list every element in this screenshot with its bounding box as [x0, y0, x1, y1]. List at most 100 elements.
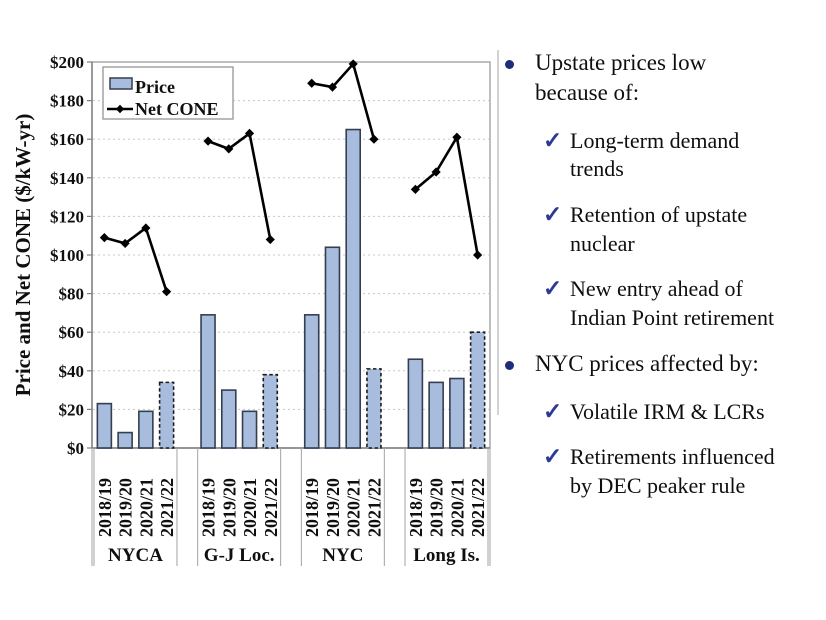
- year-label: 2018/19: [95, 478, 115, 537]
- bullet-text: Upstate prices low because of:: [535, 50, 707, 106]
- y-tick-label: $60: [59, 323, 85, 342]
- y-tick-label: $140: [50, 169, 84, 188]
- price-bar: [117, 431, 133, 449]
- check-item: Volatile IRM & LCRs: [503, 398, 825, 427]
- price-bar: [262, 373, 279, 449]
- group-label: NYCA: [108, 545, 163, 566]
- year-label: 2019/20: [323, 478, 343, 537]
- y-tick-label: $180: [50, 92, 84, 111]
- y-tick-label: $160: [50, 130, 84, 149]
- price-bars: [96, 128, 486, 449]
- diamond-marker: [369, 134, 379, 144]
- check-icon: [543, 275, 570, 304]
- check-text: Volatile IRM & LCRs: [570, 398, 765, 424]
- legend-box: [102, 66, 234, 120]
- net-cone-line: [99, 59, 483, 297]
- diamond-marker: [224, 144, 234, 154]
- y-axis-title: Price and Net CONE ($/kW-yr): [11, 114, 35, 397]
- year-label: 2020/21: [344, 478, 364, 537]
- check-item: Retention of upstate nuclear: [503, 201, 825, 258]
- check-text: Retirements influenced by DEC peaker rul…: [570, 444, 775, 498]
- bullet-block-nyc: NYC prices affected by: Volatile IRM & L…: [503, 349, 825, 500]
- net-cone-segment: [311, 62, 376, 140]
- year-label: 2019/20: [116, 478, 136, 537]
- diamond-marker: [99, 233, 109, 243]
- year-label: 2021/22: [261, 478, 281, 537]
- year-label: 2020/21: [447, 478, 467, 537]
- net-cone-segment: [104, 226, 168, 293]
- diamond-marker: [431, 167, 441, 177]
- price-bar: [449, 377, 465, 449]
- bullet-item: NYC prices affected by:: [503, 349, 825, 379]
- diamond-marker: [141, 223, 151, 233]
- net-cone-segment: [414, 135, 479, 256]
- price-bar: [220, 389, 237, 449]
- price-bar: [469, 331, 486, 449]
- y-tick-label: $80: [59, 285, 85, 304]
- y-axis: $0 $20 $40 $60 $80 $100 $120 $140 $160 $180 $200: [50, 53, 92, 458]
- check-icon: [543, 201, 570, 230]
- check-item: Retirements influenced by DEC peaker rul…: [503, 443, 825, 500]
- y-tick-label: $0: [67, 439, 84, 458]
- bullet-item: Upstate prices low because of:: [503, 48, 825, 109]
- notes-panel: Upstate prices low because of: Long-term…: [503, 48, 825, 518]
- bullet-text: NYC prices affected by:: [535, 351, 759, 377]
- price-bar: [138, 410, 154, 449]
- year-label: 2019/20: [219, 478, 239, 537]
- check-text: New entry ahead of Indian Point retireme…: [570, 276, 775, 330]
- group-label: Long Is.: [413, 545, 480, 566]
- y-tick-label: $40: [59, 362, 85, 381]
- y-tick-label: $100: [50, 246, 84, 265]
- year-label: 2018/19: [406, 478, 426, 537]
- price-bar: [345, 128, 362, 449]
- bullet-icon: [505, 60, 514, 69]
- y-gridlines: [93, 100, 489, 410]
- check-list: Long-term demand trends Retention of ups…: [503, 127, 825, 333]
- diamond-marker: [162, 287, 172, 297]
- y-tick-label: $200: [50, 53, 84, 72]
- capacity-chart-svg: $0 $20 $40 $60 $80 $100 $120 $140 $160 $180 $200 Pr…: [11, 50, 499, 566]
- capacity-price-chart: $0 $20 $40 $60 $80 $100 $120 $140 $160 $180 $200 Pr…: [11, 50, 499, 566]
- price-bar: [241, 410, 258, 449]
- price-bar: [158, 381, 175, 449]
- net-cone-segment: [207, 132, 272, 240]
- price-bar: [303, 314, 320, 449]
- check-item: New entry ahead of Indian Point retireme…: [503, 275, 825, 332]
- diamond-marker: [452, 132, 462, 142]
- diamond-marker: [265, 234, 275, 245]
- diamond-marker: [327, 82, 338, 92]
- price-bar: [200, 314, 216, 449]
- year-label: 2021/22: [468, 478, 488, 537]
- group-label: G-J Loc.: [204, 545, 275, 566]
- check-icon: [543, 398, 570, 427]
- y-tick-label: $120: [50, 207, 84, 226]
- group-label: NYC: [322, 545, 363, 566]
- check-text: Retention of upstate nuclear: [570, 201, 748, 256]
- year-label: 2021/22: [364, 478, 384, 537]
- diamond-marker: [348, 59, 358, 69]
- price-bar: [407, 358, 424, 449]
- price-bar: [428, 381, 444, 449]
- legend-label-price: Price: [135, 77, 175, 97]
- year-label: 2018/19: [199, 478, 219, 537]
- price-bar: [366, 368, 382, 449]
- diamond-marker: [244, 128, 255, 139]
- y-tick-label: $20: [59, 400, 85, 419]
- bullet-icon: [505, 361, 514, 371]
- price-bar: [324, 246, 341, 449]
- check-icon: [543, 443, 570, 472]
- year-label: 2021/22: [157, 478, 177, 537]
- diamond-marker: [473, 250, 483, 260]
- legend-bar-swatch: [109, 77, 133, 90]
- diamond-marker: [120, 238, 130, 249]
- year-label: 2018/19: [302, 478, 322, 537]
- diamond-marker: [115, 104, 125, 114]
- check-item: Long-term demand trends: [503, 127, 825, 184]
- year-label: 2020/21: [240, 478, 260, 537]
- year-label: 2019/20: [427, 478, 447, 537]
- diamond-marker: [307, 78, 317, 88]
- check-text: Long-term demand trends: [570, 127, 740, 182]
- legend-label-net-cone: Net CONE: [135, 99, 219, 119]
